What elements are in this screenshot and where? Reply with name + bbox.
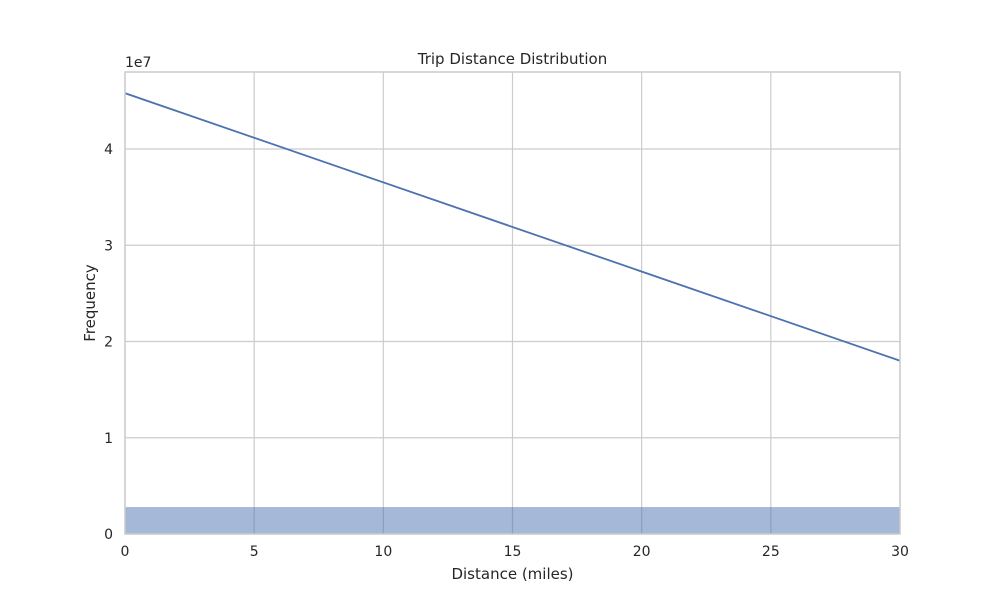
y-tick-labels: 0 1 2 3 4 (104, 142, 113, 543)
y-tick-label: 2 (104, 335, 113, 351)
y-axis-label: Frequency (81, 264, 99, 342)
x-tick-labels: 0 5 10 15 20 25 30 (121, 544, 909, 560)
x-tick-label: 10 (374, 544, 392, 560)
histogram-bar-0 (125, 507, 900, 534)
x-tick-label: 25 (762, 544, 780, 560)
frequency-line (124, 92, 901, 362)
histogram-bars (125, 507, 900, 534)
x-tick-label: 30 (891, 544, 909, 560)
y-offset-label: 1e7 (125, 55, 151, 71)
y-tick-label: 1 (104, 431, 113, 447)
chart-title: Trip Distance Distribution (417, 50, 607, 68)
y-tick-label: 3 (104, 238, 113, 254)
x-tick-label: 15 (504, 544, 522, 560)
plot-frame (124, 71, 901, 535)
y-tick-label: 4 (104, 142, 113, 158)
x-tick-label: 20 (633, 544, 651, 560)
x-axis-label: Distance (miles) (451, 565, 573, 583)
x-tick-label: 5 (250, 544, 259, 560)
y-tick-label: 0 (104, 527, 113, 543)
grid (124, 72, 901, 535)
line-series (124, 92, 901, 362)
x-tick-label: 0 (121, 544, 130, 560)
